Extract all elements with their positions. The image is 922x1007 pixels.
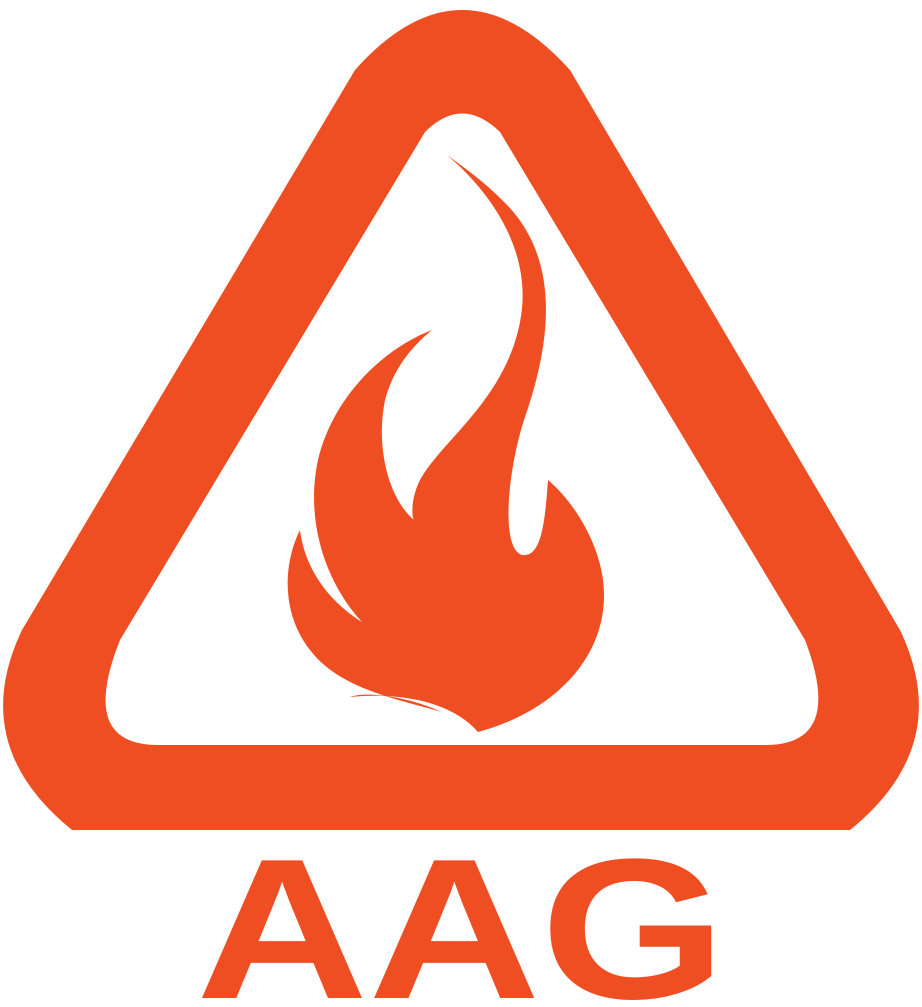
logo-text: AAG bbox=[196, 818, 726, 1007]
flame bbox=[287, 155, 605, 732]
